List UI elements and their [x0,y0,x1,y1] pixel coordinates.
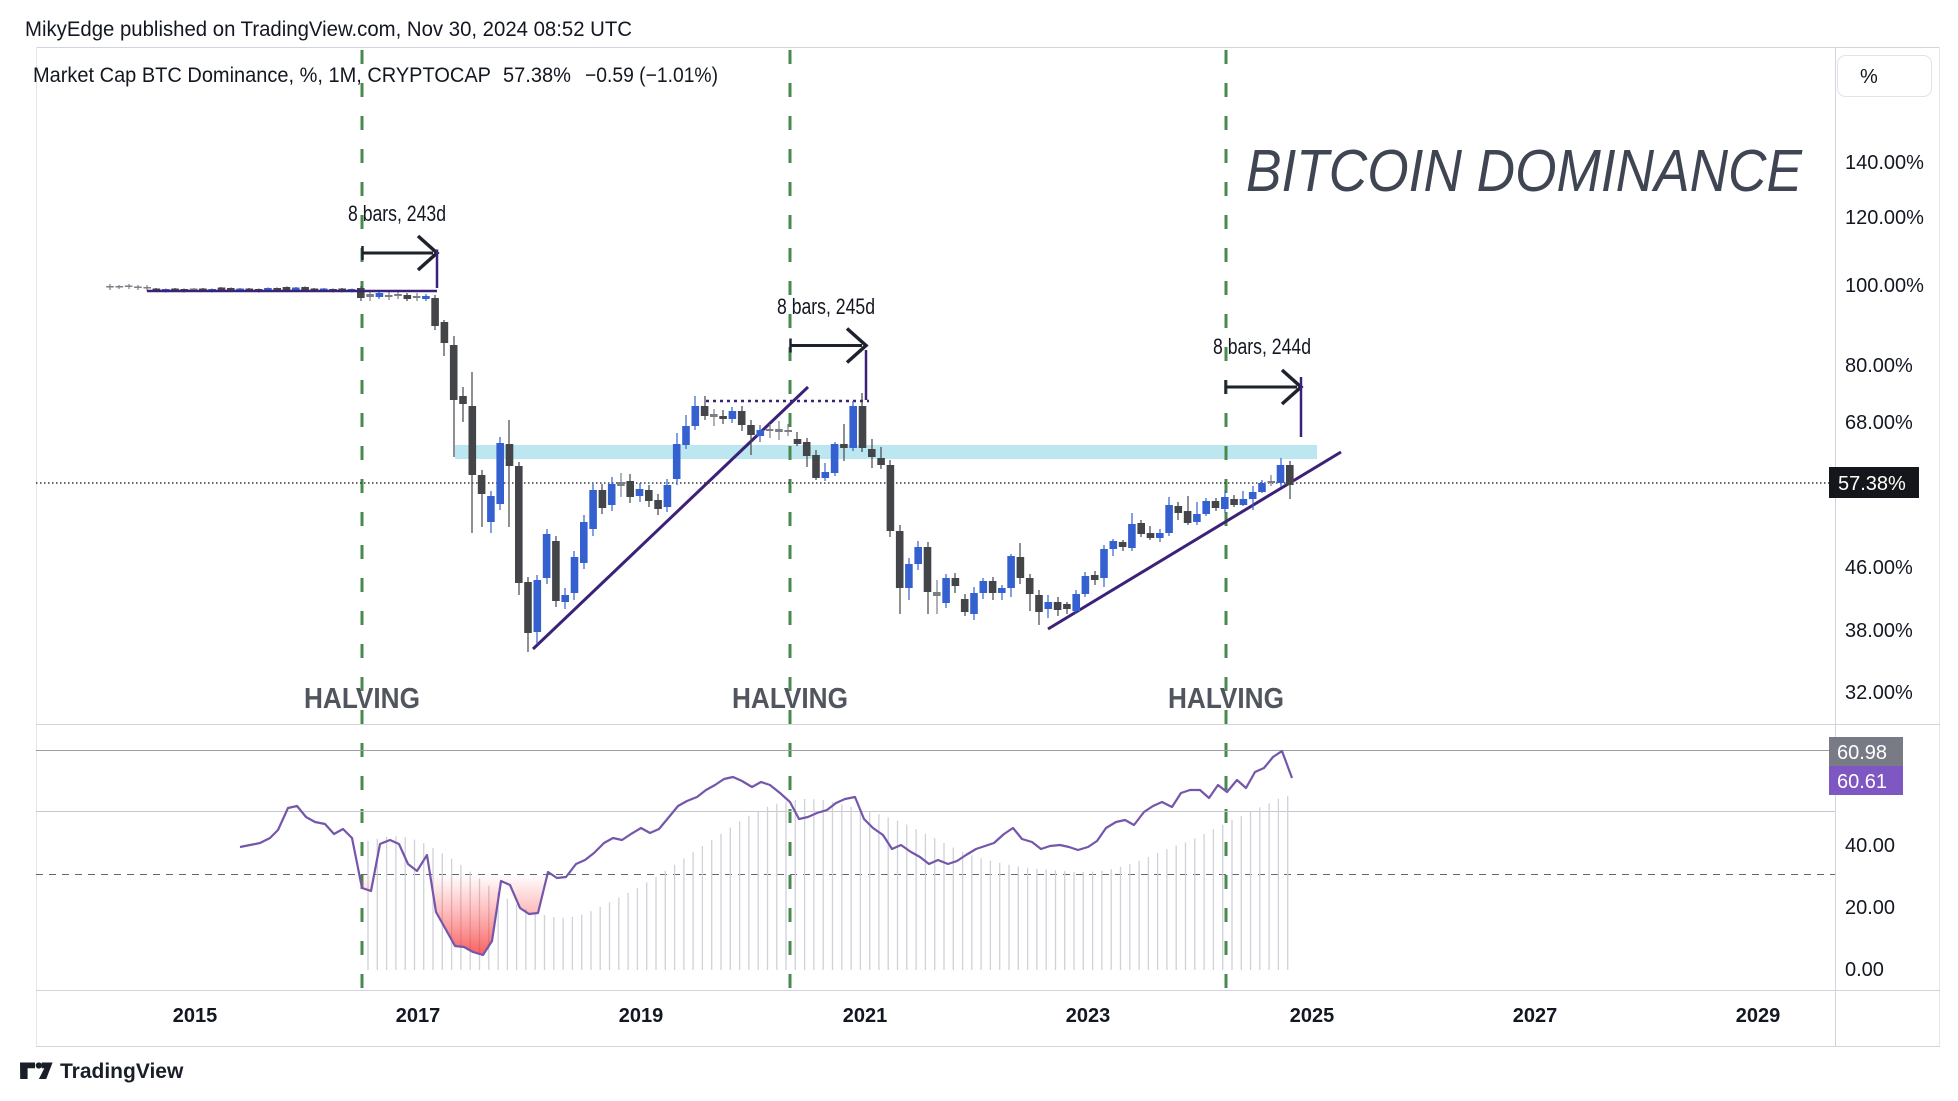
svg-text:HALVING: HALVING [1168,683,1284,715]
svg-text:8 bars, 243d: 8 bars, 243d [348,201,446,226]
svg-text:2027: 2027 [1513,1005,1558,1027]
svg-text:2019: 2019 [619,1005,664,1027]
svg-text:20.00: 20.00 [1845,897,1895,919]
svg-text:100.00%: 100.00% [1845,275,1924,297]
svg-text:80.00%: 80.00% [1845,355,1913,377]
svg-text:68.00%: 68.00% [1845,412,1913,434]
svg-text:57.38%: 57.38% [503,64,571,87]
svg-text:MikyEdge published on TradingV: MikyEdge published on TradingView.com, N… [25,18,632,41]
svg-text:140.00%: 140.00% [1845,152,1924,174]
svg-text:40.00: 40.00 [1845,835,1895,857]
svg-text:2029: 2029 [1736,1005,1781,1027]
svg-text:2023: 2023 [1066,1005,1111,1027]
svg-text:BITCOIN DOMINANCE: BITCOIN DOMINANCE [1246,138,1803,204]
svg-text:8 bars, 245d: 8 bars, 245d [777,294,875,319]
svg-text:2015: 2015 [173,1005,218,1027]
svg-text:38.00%: 38.00% [1845,620,1913,642]
svg-text:Market Cap BTC Dominance, %, 1: Market Cap BTC Dominance, %, 1M, CRYPTOC… [33,64,491,87]
svg-text:46.00%: 46.00% [1845,557,1913,579]
svg-text:2021: 2021 [843,1005,888,1027]
svg-text:120.00%: 120.00% [1845,207,1924,229]
svg-text:HALVING: HALVING [732,683,848,715]
svg-text:57.38%: 57.38% [1838,473,1906,495]
svg-text:HALVING: HALVING [304,683,420,715]
svg-text:2025: 2025 [1290,1005,1335,1027]
svg-text:%: % [1860,66,1878,88]
svg-text:60.98: 60.98 [1837,742,1887,764]
svg-text:8 bars, 244d: 8 bars, 244d [1213,334,1311,359]
svg-text:TradingView: TradingView [60,1060,184,1083]
svg-text:32.00%: 32.00% [1845,682,1913,704]
svg-text:−0.59 (−1.01%): −0.59 (−1.01%) [585,64,718,87]
svg-text:60.61: 60.61 [1837,771,1887,793]
svg-text:2017: 2017 [396,1005,441,1027]
svg-text:0.00: 0.00 [1845,959,1884,981]
